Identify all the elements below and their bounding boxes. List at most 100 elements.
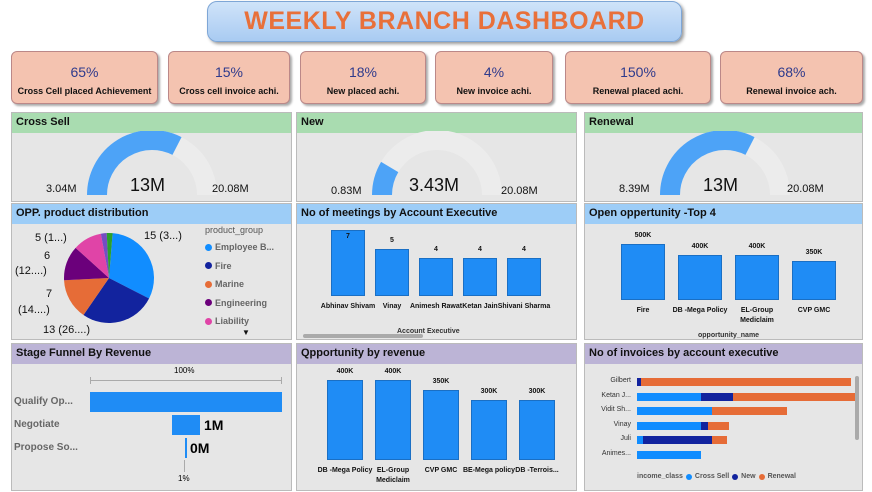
- pie-label-engineering-pct: (12....): [15, 265, 47, 277]
- funnel-bar[interactable]: [90, 392, 282, 412]
- invoice-row-label: Vinay: [613, 420, 631, 428]
- bar[interactable]: [792, 260, 836, 300]
- legend-dot: [685, 473, 692, 480]
- legend-item[interactable]: Liability: [205, 312, 274, 331]
- horizontal-scrollbar[interactable]: [303, 334, 423, 338]
- bar[interactable]: [463, 258, 497, 296]
- invoice-bar-new[interactable]: [643, 436, 712, 444]
- legend-dot: [205, 317, 212, 325]
- kpi-label: Cross Cell placed Achievement: [17, 86, 152, 96]
- bar-category-label: Ketan Jain: [462, 303, 498, 310]
- invoice-bar-cross[interactable]: [637, 421, 702, 430]
- open-opportunity-panel[interactable]: Open oppertunity -Top 4 500K Fire 400K DB -…: [584, 203, 863, 340]
- bar-category-label: EL-Group Mediclaim: [376, 467, 410, 484]
- legend-item[interactable]: Employee B...: [205, 238, 274, 257]
- bar-value-label: 400K: [336, 368, 354, 375]
- pie-label-marine-pct: (14....): [18, 304, 50, 316]
- pie-slice[interactable]: [109, 233, 154, 299]
- pie-slice[interactable]: [83, 278, 150, 323]
- pie-slice[interactable]: [64, 247, 109, 281]
- bar[interactable]: [678, 255, 722, 300]
- bar[interactable]: [621, 244, 665, 300]
- opportunity-revenue-panel[interactable]: Qpportunity by revenue 400K DB -Mega Poli…: [296, 343, 577, 491]
- panel-title: No of meetings by Account Executive: [297, 204, 576, 224]
- pie-slice[interactable]: [75, 233, 109, 278]
- kpi-value: 18%: [348, 64, 378, 80]
- kpi-card-new-placed[interactable]: 18% New placed achi.: [300, 51, 426, 104]
- invoice-bar-new[interactable]: [701, 421, 708, 430]
- legend-item[interactable]: Marine: [205, 275, 274, 294]
- invoice-bar-cross[interactable]: [637, 392, 702, 401]
- new-gauge-panel[interactable]: New 0.83M 3.43M 20.08M: [296, 112, 577, 202]
- kpi-card-cross-invoice[interactable]: 15% Cross cell invoice achi.: [168, 51, 290, 104]
- kpi-value: 65%: [70, 64, 99, 80]
- open-opportunity-chart: 500K Fire 400K DB -Mega Policy 400K EL-Group …: [585, 224, 864, 341]
- legend-dot: [732, 473, 739, 480]
- invoice-bar-renewal[interactable]: [707, 421, 729, 430]
- bar-category-label: CVP GMC: [424, 467, 458, 474]
- invoice-bar-renewal[interactable]: [733, 392, 856, 401]
- dashboard-title: WEEKLY BRANCH DASHBOARD: [244, 7, 645, 35]
- opportunity-revenue-chart: 400K DB -Mega Policy 400K EL-Group Mediclai…: [297, 364, 578, 492]
- bar-value-label: 400K: [691, 243, 709, 251]
- panel-title: No of invoices by account executive: [585, 344, 862, 364]
- invoice-row-label: Ketan J...: [601, 391, 631, 399]
- meetings-panel[interactable]: No of meetings by Account Executive 7 Abh…: [296, 203, 577, 340]
- funnel-top-pct: 100%: [174, 366, 195, 375]
- legend-label: Employee B...: [215, 242, 275, 253]
- invoice-bar-renewal[interactable]: [711, 436, 727, 444]
- bar[interactable]: [423, 390, 459, 460]
- legend-item[interactable]: Fire: [205, 257, 274, 276]
- bar-category-label: Fire: [636, 307, 650, 314]
- legend-item[interactable]: Engineering: [205, 294, 274, 313]
- kpi-card-renewal-placed[interactable]: 150% Renewal placed achi.: [565, 51, 711, 104]
- funnel-bar[interactable]: [171, 415, 201, 435]
- kpi-card-renewal-invoice[interactable]: 68% Renewal invoice ach.: [720, 51, 863, 104]
- pie-label-employee: 15 (3...): [144, 230, 182, 242]
- new-gauge: [372, 131, 502, 196]
- invoice-bar-new[interactable]: [701, 392, 734, 401]
- invoice-bar-renewal[interactable]: [711, 407, 787, 415]
- vertical-scrollbar[interactable]: [855, 376, 859, 440]
- pie-slice[interactable]: [64, 278, 109, 316]
- funnel-top-tick: [90, 377, 91, 384]
- cross-sell-gauge-panel[interactable]: Cross Sell 3.04M 13M 20.08M: [11, 112, 292, 202]
- funnel-bar[interactable]: [185, 438, 187, 458]
- bar[interactable]: [507, 258, 541, 296]
- gauge-value: 3.43M: [409, 175, 460, 195]
- bar-value-label: 4: [522, 246, 526, 254]
- invoice-bar-renewal[interactable]: [641, 378, 851, 386]
- invoice-bar-cross[interactable]: [637, 407, 712, 415]
- pie-slice[interactable]: [106, 233, 113, 278]
- pie-label-engineering-count: 6: [44, 250, 51, 262]
- bar-value-label: 4: [434, 246, 438, 254]
- bar[interactable]: [327, 380, 363, 460]
- legend-scroll-down-icon[interactable]: ▼: [242, 328, 250, 337]
- kpi-card-cross-placed[interactable]: 65% Cross Cell placed Achievement: [11, 51, 158, 104]
- bar[interactable]: [375, 248, 409, 296]
- bar[interactable]: [471, 400, 507, 460]
- invoice-bar-new[interactable]: [637, 378, 642, 386]
- product-distribution-panel[interactable]: OPP. product distribution 5 (1...) 6 (12…: [11, 203, 292, 340]
- bar-category-label: BE-Mega policy: [462, 467, 516, 474]
- funnel-panel[interactable]: Stage Funnel By Revenue 100% Qualify Op.…: [11, 343, 292, 491]
- funnel-stage-label: Propose So...: [14, 442, 78, 453]
- bar[interactable]: [375, 380, 411, 460]
- invoice-bar-cross[interactable]: [637, 436, 644, 444]
- panel-title: Renewal: [585, 113, 862, 133]
- bar-value-label: 400K: [384, 368, 402, 375]
- funnel-value: 1M: [204, 417, 224, 433]
- legend-label: Liability: [215, 316, 250, 327]
- kpi-card-new-invoice[interactable]: 4% New invoice achi.: [435, 51, 553, 104]
- bar[interactable]: [519, 400, 555, 460]
- pie-slice[interactable]: [100, 233, 109, 278]
- invoices-panel[interactable]: No of invoices by account executive Gilb…: [584, 343, 863, 491]
- invoice-bar-cross[interactable]: [637, 450, 702, 459]
- funnel-stage-label: Negotiate: [14, 419, 60, 430]
- renewal-gauge-panel[interactable]: Renewal 8.39M 13M 20.08M: [584, 112, 863, 202]
- bar[interactable]: [331, 230, 365, 296]
- bar[interactable]: [419, 258, 453, 296]
- invoice-row-label: Gilbert: [610, 377, 631, 384]
- invoice-row-label: Juli: [620, 435, 631, 442]
- bar[interactable]: [735, 255, 779, 300]
